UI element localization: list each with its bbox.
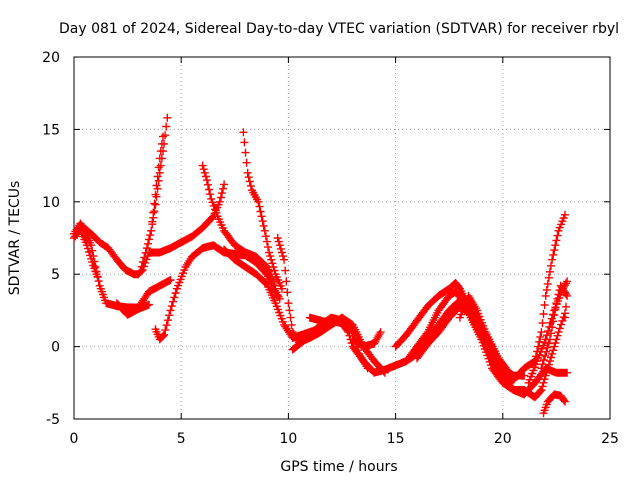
series-arc-8: [198, 161, 282, 300]
y-tick-label: 20: [42, 50, 60, 66]
series-arc-17: [413, 302, 539, 384]
y-tick-label: -5: [46, 412, 60, 428]
y-tick-label: 5: [51, 267, 60, 283]
series-arc-13: [305, 313, 336, 328]
series-arc-21: [539, 390, 569, 418]
series-arc-15: [391, 278, 529, 380]
series-arc-5: [112, 299, 153, 319]
marker-trace: [455, 291, 514, 377]
marker-trace: [537, 281, 572, 373]
x-tick-label: 25: [601, 431, 619, 447]
y-tick-label: 15: [42, 122, 60, 138]
x-tick-label: 0: [70, 431, 79, 447]
data-markers: [70, 113, 572, 418]
marker-trace: [539, 390, 569, 418]
chart-title: Day 081 of 2024, Sidereal Day-to-day VTE…: [59, 21, 619, 37]
x-tick-label: 20: [494, 431, 512, 447]
series-arc-22: [537, 281, 572, 373]
x-axis-label: GPS time / hours: [280, 459, 397, 475]
tick-labels: 0 5 10 15 20 25 -5 0 5 10 15 20: [42, 50, 619, 447]
x-tick-label: 15: [387, 431, 405, 447]
marker-trace: [239, 128, 286, 293]
y-tick-label: 10: [42, 195, 60, 211]
series-arc-3: [76, 226, 102, 282]
series-arc-20: [531, 210, 569, 366]
series-arc-18: [455, 291, 514, 377]
x-tick-label: 5: [177, 431, 186, 447]
y-axis-label: SDTVAR / TECUs: [7, 181, 23, 296]
series-arc-4: [151, 241, 284, 344]
marker-trace: [305, 313, 336, 328]
marker-trace: [76, 226, 102, 282]
marker-trace: [112, 299, 153, 319]
series-arc-14: [348, 328, 385, 351]
marker-trace: [391, 278, 529, 380]
series-arc-11: [273, 234, 389, 377]
marker-trace: [531, 210, 569, 366]
marker-trace: [348, 328, 385, 351]
marker-trace: [413, 302, 539, 384]
series-arc-9: [239, 128, 286, 293]
marker-trace: [151, 241, 284, 344]
x-tick-label: 10: [279, 431, 297, 447]
grid-lines: [74, 57, 610, 419]
marker-trace: [273, 234, 389, 377]
y-tick-label: 0: [51, 340, 60, 356]
series-arc-7: [147, 132, 167, 235]
marker-trace: [147, 132, 167, 235]
marker-trace: [198, 161, 282, 300]
tick-marks: [73, 56, 611, 420]
